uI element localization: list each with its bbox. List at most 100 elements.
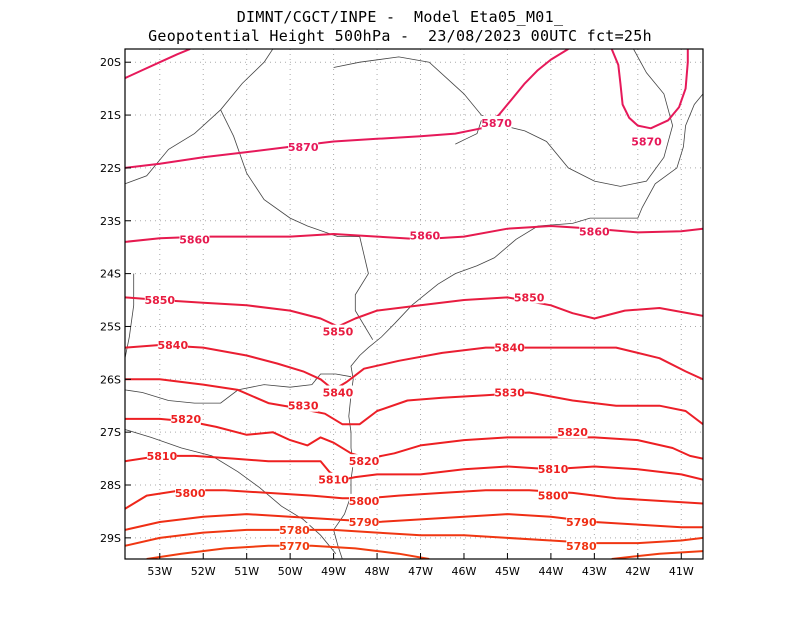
contour-label: 5810 [318,474,349,487]
contour-label-bg [349,454,380,468]
y-tick-label: 21S [100,109,121,122]
x-tick-label: 42W [625,565,650,578]
contour-label-bg [409,228,440,242]
contour-label-bg [318,472,349,486]
contour-5870 [125,49,191,80]
contour-label: 5860 [579,225,610,238]
contour-label-bg [494,340,525,354]
y-tick-label: 29S [100,532,121,545]
contour-label: 5870 [288,141,319,154]
x-tick-label: 47W [408,565,433,578]
contour-label: 5840 [494,342,525,355]
contour-label: 5860 [179,233,210,246]
x-tick-label: 41W [669,565,694,578]
contour-label: 5830 [288,400,319,413]
y-tick-label: 24S [100,268,121,281]
y-tick-label: 28S [100,479,121,492]
y-tick-label: 20S [100,56,121,69]
coastline [354,236,374,340]
coastline [125,373,352,404]
x-tick-label: 51W [234,565,259,578]
contour-label-bg [538,462,569,476]
contour-5840 [125,344,703,391]
contour-label: 5840 [157,339,188,352]
contour-label-bg [349,493,380,507]
contour-label-bg [566,538,597,552]
contour-label: 5840 [323,387,354,400]
title-line-2: Geopotential Height 500hPa - 23/08/2023 … [148,27,652,45]
contour-label: 5810 [538,463,569,476]
contour-label: 5850 [144,294,175,307]
plot-frame [124,48,704,560]
y-tick-label: 22S [100,162,121,175]
contour-label-bg [322,385,353,399]
contour-5800 [125,489,703,510]
contour-label-bg [288,398,319,412]
contour-label-bg [631,134,662,148]
x-tick-label: 46W [452,565,477,578]
contour-label: 5820 [557,426,588,439]
contour-label: 5850 [514,291,545,304]
coastline [125,273,135,359]
contour-label-bg [170,411,201,425]
contour-label: 5790 [566,516,597,529]
contour-5790 [125,513,703,531]
x-tick-label: 52W [191,565,216,578]
contour-label: 5770 [279,540,310,553]
contour-5870 [610,49,689,130]
contour-label: 5860 [410,230,441,243]
contour-label-bg [514,290,545,304]
title-line-1: DIMNT/CGCT/INPE - Model Eta05_M01_ [236,8,564,26]
x-tick-label: 44W [538,565,563,578]
x-tick-label: 45W [495,565,520,578]
contour-5810 [125,454,703,481]
contour-label-bg [279,538,310,552]
contour-label: 5800 [349,495,380,508]
contour-label-bg [322,324,353,338]
y-tick-label: 25S [100,320,121,333]
x-tick-label: 50W [278,565,303,578]
contour-label-bg [557,425,588,439]
contour-label-bg [175,485,206,499]
contour-label-bg [144,293,175,307]
x-tick-label: 48W [365,565,390,578]
contour-label-bg [538,488,569,502]
contour-label: 5830 [494,387,525,400]
coastline [333,93,703,559]
contour-label: 5850 [323,326,354,339]
contour-label: 5800 [175,487,206,500]
contour-label-bg [179,232,210,246]
contour-label-bg [146,448,177,462]
contour-labels: 5870 5870 5870 5860 5860 5860 5850 5850 5850 5840… [144,115,662,553]
contour-5770 [611,550,703,559]
contour-label: 5820 [171,413,202,426]
contour-label-bg [279,522,310,536]
x-tick-label: 53W [147,565,172,578]
contour-label: 5870 [631,135,662,148]
contour-5830 [125,378,703,426]
x-tick-label: 43W [582,565,607,578]
contour-label: 5780 [566,540,597,553]
x-tick-label: 49W [321,565,346,578]
contour-label: 5820 [349,455,380,468]
contour-5780 [125,528,703,547]
contour-label: 5780 [279,524,310,537]
contour-label-bg [349,515,380,529]
contour-5850 [125,296,703,328]
contour-5820 [125,417,703,460]
contour-label-bg [157,337,188,351]
contour-label: 5800 [538,490,569,503]
y-tick-label: 27S [100,426,121,439]
contour-label-bg [566,515,597,529]
coastlines [125,49,703,559]
contour-label-bg [494,385,525,399]
y-tick-label: 26S [100,373,121,386]
contour-label: 5810 [147,450,178,463]
coastline [125,429,337,554]
coastline [125,49,274,185]
contour-label-bg [481,115,512,129]
coastline [333,49,674,187]
axis-ticks: 53W 52W 51W 50W 49W 48W 47W 46W 45W 44W 43W 42W 41W 2… [100,56,694,578]
contour-label-bg [288,139,319,153]
